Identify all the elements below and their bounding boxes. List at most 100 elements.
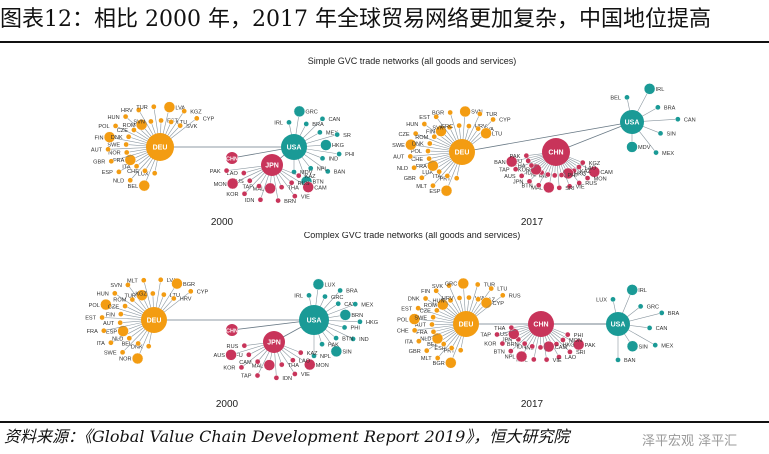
node-label: AUS	[214, 353, 226, 359]
node-circle	[103, 131, 116, 143]
node-label: ESP	[434, 346, 445, 352]
node-label: MLT	[421, 356, 432, 362]
figure-title: 图表12：相比 2000 年，2017 年全球贸易网络更加复杂，中国地位提高	[0, 7, 711, 32]
node-label: KAZ	[580, 169, 591, 175]
node-label: ESP	[429, 189, 440, 195]
node-label: SVK	[432, 284, 443, 290]
node-circle	[560, 337, 566, 343]
node-circle	[119, 349, 126, 356]
node-label: LUX	[138, 171, 149, 177]
node-label: SVN	[110, 283, 122, 289]
node-label: CYP	[203, 117, 215, 123]
year-label: 2017	[521, 217, 544, 228]
country-node: BRN	[271, 164, 296, 205]
node-label: BTN	[522, 183, 533, 189]
node-circle	[108, 339, 114, 346]
node-label: LAO	[565, 355, 577, 361]
node-label: THA	[494, 326, 505, 332]
node-circle	[521, 340, 528, 347]
node-label: THA	[514, 164, 525, 170]
node-label: PHI	[568, 173, 578, 179]
node-label: EST	[85, 316, 96, 322]
node-label: SRI	[576, 350, 586, 356]
node-circle	[168, 119, 174, 125]
node-label: NPL	[505, 355, 516, 361]
node-circle	[652, 342, 659, 348]
node-circle	[357, 318, 363, 325]
node-circle	[177, 122, 184, 129]
node-circle	[286, 119, 292, 126]
node-circle	[543, 340, 555, 353]
hub-node: USA	[281, 134, 307, 160]
node-circle	[240, 170, 247, 176]
year-label: 2017	[521, 399, 544, 410]
hub-label: DEU	[153, 145, 168, 152]
node-circle	[295, 172, 302, 179]
node-circle	[306, 292, 312, 299]
node-circle	[579, 159, 586, 166]
node-circle	[335, 300, 342, 307]
node-label: CAM	[239, 360, 252, 366]
hub-link	[461, 121, 633, 153]
node-circle	[572, 338, 585, 351]
node-label: CAM	[555, 345, 568, 351]
hub-node: DEU	[453, 311, 479, 337]
node-label: FIN	[106, 312, 115, 318]
node-circle	[448, 345, 455, 351]
node-circle	[429, 321, 435, 328]
node-circle	[290, 357, 296, 364]
country-node: IRL	[617, 284, 647, 325]
node-label: BRN	[351, 313, 363, 319]
node-circle	[558, 172, 565, 178]
panel-heading: Complex GVC trade networks (all goods an…	[304, 232, 521, 240]
node-label: MON	[316, 363, 329, 369]
node-circle	[116, 169, 122, 175]
hub-circle	[620, 110, 644, 134]
node-label: THA	[288, 185, 299, 191]
node-label: HRV	[121, 108, 133, 114]
node-circle	[333, 335, 339, 341]
node-label: HRV	[475, 124, 487, 130]
node-label: MON	[594, 176, 607, 182]
node-label: RUS	[227, 344, 239, 350]
node-label: SVK	[186, 124, 197, 130]
node-circle	[171, 277, 183, 290]
node-label: KGZ	[135, 292, 147, 298]
node-circle	[499, 340, 506, 347]
node-circle	[457, 347, 464, 354]
node-label: SVN	[133, 120, 145, 126]
node-circle	[626, 141, 638, 153]
node-circle	[494, 331, 500, 338]
node-circle	[475, 296, 482, 303]
node-circle	[131, 352, 144, 365]
node-label: KGZ	[589, 161, 601, 167]
node-circle	[319, 155, 326, 162]
node-label: CYP	[492, 301, 504, 307]
node-circle	[126, 335, 133, 342]
node-label: PAK	[210, 169, 221, 175]
node-circle	[646, 325, 653, 331]
node-label: PAK	[585, 343, 596, 349]
node-label: MLT	[416, 184, 427, 190]
node-circle	[160, 291, 167, 298]
hub-circle	[606, 312, 630, 336]
node-label: BRA	[668, 311, 680, 317]
hub-circle	[542, 138, 570, 166]
node-circle	[637, 303, 644, 310]
panel-complex: Complex GVC trade networks (all goods an…	[72, 232, 752, 412]
hub-label: CHN	[533, 322, 548, 329]
node-label: ROM	[113, 298, 126, 304]
node-label: BRN	[284, 199, 296, 205]
node-circle	[307, 165, 314, 172]
node-circle	[291, 193, 298, 199]
node-label: CAN	[656, 326, 668, 332]
node-label: RUS	[585, 181, 597, 187]
node-circle	[352, 301, 359, 307]
node-label: TUR	[124, 293, 136, 299]
node-circle	[615, 357, 621, 363]
node-label: TAP	[241, 374, 252, 380]
node-label: MON	[569, 338, 582, 344]
node-label: HUN	[406, 122, 418, 128]
hub-node: JPN	[263, 331, 285, 353]
node-label: FIN	[421, 289, 430, 295]
